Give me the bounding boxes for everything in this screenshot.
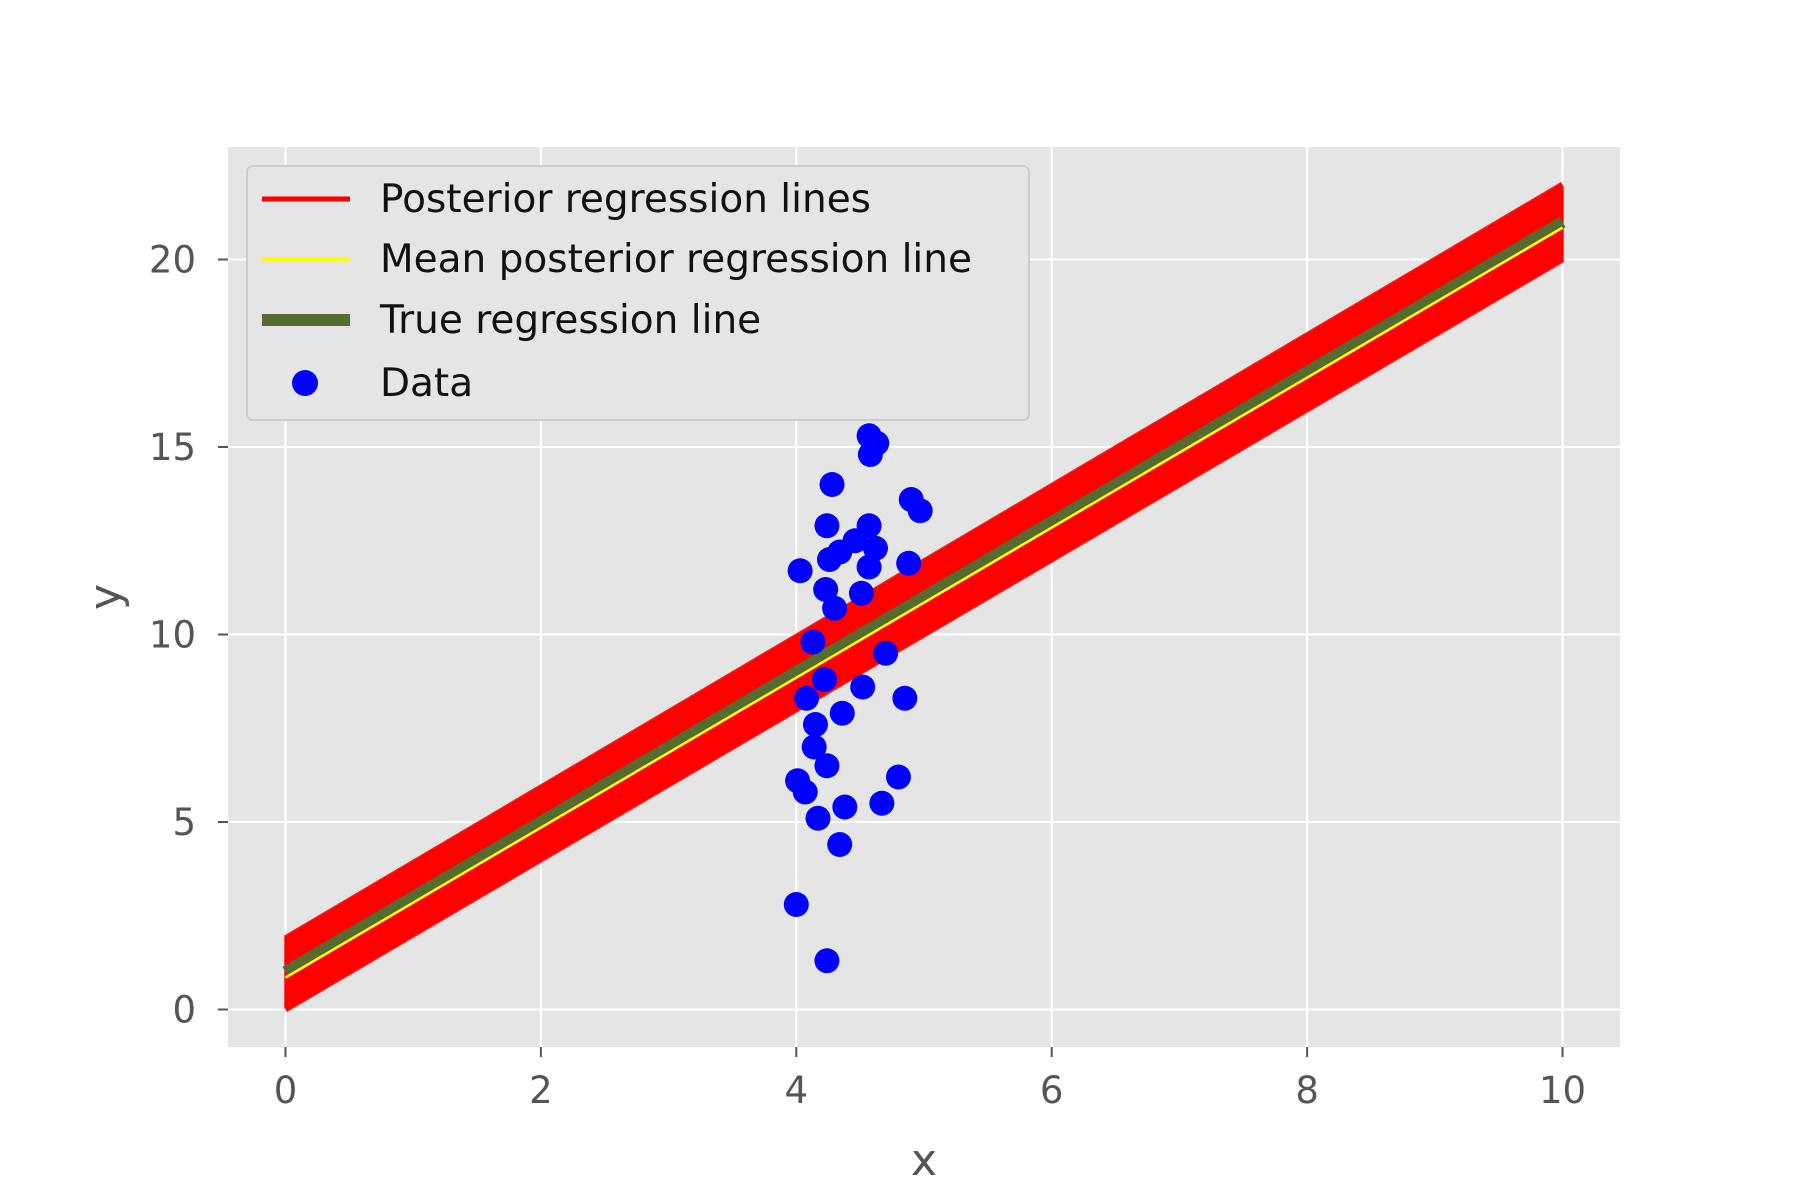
data-point <box>892 685 918 711</box>
legend: Posterior regression lines Mean posterio… <box>246 165 1030 421</box>
x-tick-label: 2 <box>529 1069 553 1112</box>
legend-label-posterior: Posterior regression lines <box>380 177 871 222</box>
data-point <box>848 580 874 606</box>
x-tick-label: 4 <box>785 1069 809 1112</box>
legend-label-true: True regression line <box>379 298 761 343</box>
y-tick-label: 0 <box>172 989 196 1032</box>
data-point <box>827 832 853 857</box>
legend-swatch-data <box>292 370 318 396</box>
data-point <box>856 554 882 580</box>
posterior-regression-line <box>283 181 1565 941</box>
data-point <box>862 535 888 561</box>
true-regression-line <box>282 216 1566 978</box>
data-points <box>783 423 933 974</box>
data-point <box>800 629 826 655</box>
data-point <box>856 513 882 539</box>
legend-box <box>246 165 1030 421</box>
data-point <box>805 805 831 831</box>
mean-posterior-line-group <box>284 226 1564 979</box>
data-point <box>829 700 855 726</box>
data-point <box>885 764 911 790</box>
data-point <box>814 753 840 779</box>
data-point <box>794 685 820 711</box>
legend-label-mean: Mean posterior regression line <box>380 237 972 282</box>
y-tick-label: 15 <box>149 426 196 469</box>
legend-label-data: Data <box>380 361 473 406</box>
y-axis-label: y <box>80 584 131 610</box>
y-tick-label: 10 <box>149 614 196 657</box>
axis-ticks: 0 2 4 6 8 10 0 5 10 15 20 <box>149 239 1586 1113</box>
x-tick-label: 10 <box>1539 1069 1586 1112</box>
x-tick-label: 8 <box>1295 1069 1319 1112</box>
data-point <box>832 794 858 820</box>
data-point <box>802 712 828 737</box>
data-point <box>850 674 876 700</box>
data-point <box>792 779 818 805</box>
y-tick-label: 20 <box>149 239 196 282</box>
x-tick-label: 6 <box>1040 1069 1064 1112</box>
data-point <box>819 472 845 497</box>
x-tick-label: 0 <box>274 1069 298 1112</box>
data-point <box>811 667 837 692</box>
data-point <box>814 513 840 539</box>
true-regression-line-group <box>282 216 1566 978</box>
data-point <box>896 550 922 576</box>
data-point <box>787 558 813 584</box>
data-point <box>813 577 839 602</box>
mean-posterior-regression-line <box>284 226 1564 979</box>
y-tick-label: 5 <box>172 801 196 844</box>
data-point <box>814 948 840 974</box>
data-point <box>869 790 895 816</box>
data-point <box>801 734 827 760</box>
x-axis-label: x <box>911 1135 937 1186</box>
data-point <box>907 498 933 524</box>
data-point <box>873 640 899 666</box>
data-point <box>822 595 848 621</box>
data-point <box>783 892 809 917</box>
data-point <box>864 430 890 456</box>
